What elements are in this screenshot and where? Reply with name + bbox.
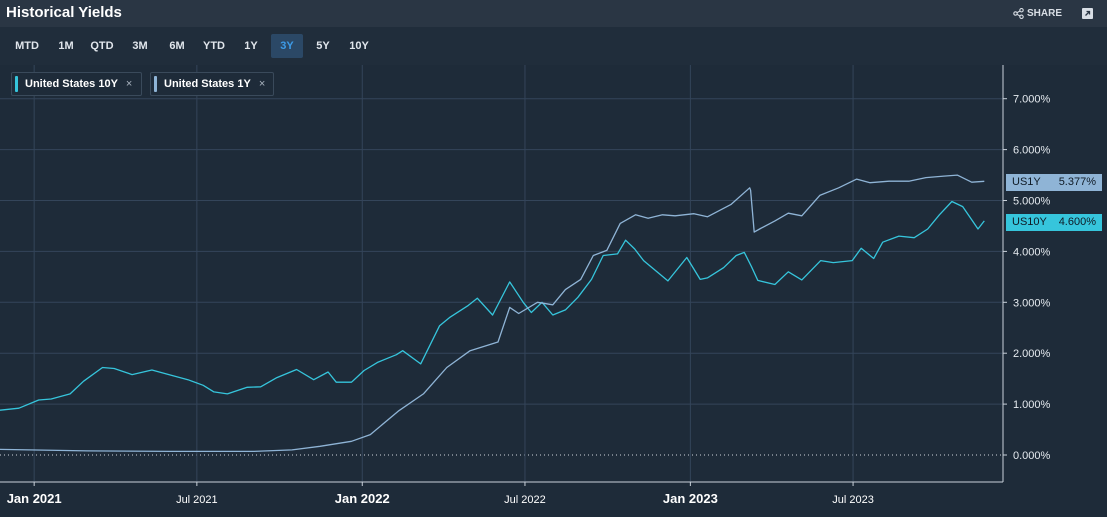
chart-area [0,65,1107,517]
range-button-1y[interactable]: 1Y [244,40,258,52]
range-button-ytd[interactable]: YTD [203,40,225,52]
tag-name-us10y: US10Y [1012,216,1047,228]
x-tick-label: Jan 2021 [7,491,62,506]
chart-grid [0,65,1003,482]
expand-button[interactable] [1082,8,1093,19]
share-label: SHARE [1027,8,1063,19]
tag-value-us10y: 4.600% [1058,216,1096,228]
remove-series-us10y-icon[interactable]: × [125,78,133,90]
x-tick-label: Jan 2023 [663,491,718,506]
y-tick-label: 7.000% [1013,94,1051,106]
x-tick-label: Jul 2022 [504,494,546,506]
x-tick-label: Jan 2022 [335,491,390,506]
legend-item-us1y[interactable]: United States 1Y × [150,72,274,96]
y-tick-label: 6.000% [1013,145,1051,157]
y-tick-label: 3.000% [1013,297,1051,309]
range-button-3m[interactable]: 3M [132,40,148,52]
x-tick-label: Jul 2023 [832,494,874,506]
tag-value-us1y: 5.377% [1058,176,1096,188]
page-title: Historical Yields [6,4,122,21]
y-tick-label: 4.000% [1013,246,1051,258]
y-tick-label: 0.000% [1013,450,1051,462]
legend-label-us1y: United States 1Y [164,78,251,90]
share-icon [1013,8,1024,19]
legend-item-us10y[interactable]: United States 10Y × [11,72,142,96]
range-button-3y[interactable]: 3Y [271,34,303,58]
yield-chart: 7.000% 6.000% 5.000% 4.000% 3.000% 2.000% 1.00… [0,65,1051,506]
chart-series [0,174,985,453]
expand-icon [1082,8,1093,19]
range-button-mtd[interactable]: MTD [15,40,39,52]
tag-name-us1y: US1Y [1012,176,1041,188]
chart-axes: 7.000% 6.000% 5.000% 4.000% 3.000% 2.000% 1.00… [0,65,1051,506]
legend-label-us10y: United States 10Y [25,78,118,90]
range-button-1m[interactable]: 1M [58,40,74,52]
legend-swatch-us10y [15,76,18,92]
last-value-tag-us10y: US10Y 4.600% [1006,214,1102,231]
last-value-tag-us1y: US1Y 5.377% [1006,174,1102,191]
y-tick-label: 2.000% [1013,348,1051,360]
header-bar: Historical Yields SHARE [0,0,1107,27]
legend-swatch-us1y [154,76,157,92]
range-button-10y[interactable]: 10Y [349,40,369,52]
series-line-us10y [0,200,985,411]
remove-series-us1y-icon[interactable]: × [258,78,266,90]
y-tick-label: 1.000% [1013,399,1051,411]
x-tick-label: Jul 2021 [176,494,218,506]
share-button[interactable]: SHARE [1013,8,1062,19]
y-tick-label: 5.000% [1013,196,1051,208]
range-button-5y[interactable]: 5Y [316,40,330,52]
range-button-qtd[interactable]: QTD [90,40,114,52]
range-selector: MTD 1M QTD 3M 6M YTD 1Y 3Y 5Y 10Y [0,27,1107,65]
series-line-us1y [0,174,985,453]
range-button-6m[interactable]: 6M [169,40,185,52]
